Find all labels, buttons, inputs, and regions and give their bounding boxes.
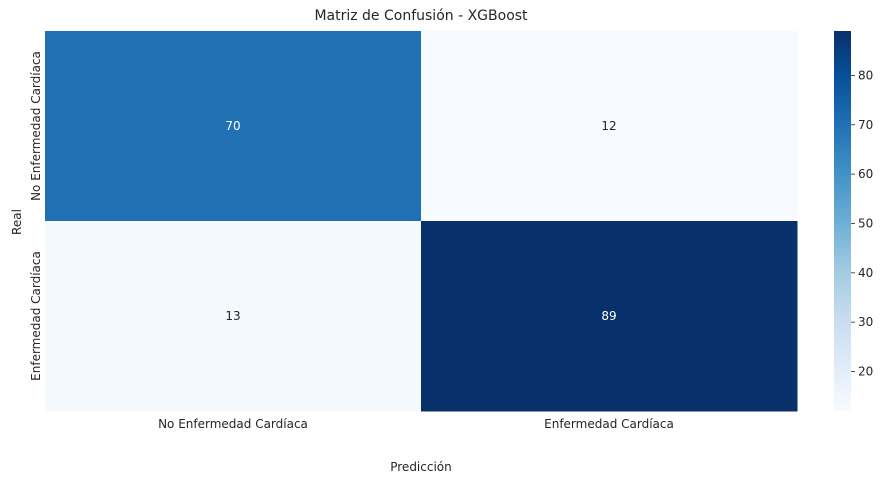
heatmap-cell [45, 221, 422, 412]
colorbar-ticks: 20 30 40 50 60 70 80 [851, 68, 873, 379]
colorbar-tick-label: 70 [858, 118, 873, 132]
x-tick-label: Enfermedad Cardíaca [544, 417, 674, 431]
heatmap-cell [421, 221, 798, 412]
colorbar [834, 31, 851, 411]
y-tick-label: No Enfermedad Cardíaca [29, 51, 43, 201]
colorbar-tick-label: 80 [858, 68, 873, 82]
colorbar-tick-label: 30 [858, 315, 873, 329]
colorbar-tick-label: 20 [858, 365, 873, 379]
heatmap-cells: 70 12 13 89 [45, 31, 798, 412]
cell-value-label: 13 [225, 309, 240, 323]
heatmap-cell [45, 31, 422, 222]
cell-value-label: 12 [601, 119, 616, 133]
cell-value-label: 89 [601, 309, 616, 323]
colorbar-tick-label: 40 [858, 266, 873, 280]
x-axis-label: Predicción [390, 460, 452, 474]
y-tick-label: Enfermedad Cardíaca [29, 251, 43, 381]
x-tick-label: No Enfermedad Cardíaca [158, 417, 308, 431]
chart-title: Matriz de Confusión - XGBoost [314, 8, 528, 24]
y-axis-label: Real [10, 209, 24, 235]
colorbar-tick-label: 50 [858, 216, 873, 230]
cell-value-label: 70 [225, 119, 240, 133]
x-axis-ticks: No Enfermedad Cardíaca Enfermedad Cardíac… [158, 417, 674, 431]
y-axis-ticks: No Enfermedad Cardíaca Enfermedad Cardíac… [29, 51, 43, 381]
colorbar-tick-label: 60 [858, 167, 873, 181]
heatmap-cell [421, 31, 798, 222]
